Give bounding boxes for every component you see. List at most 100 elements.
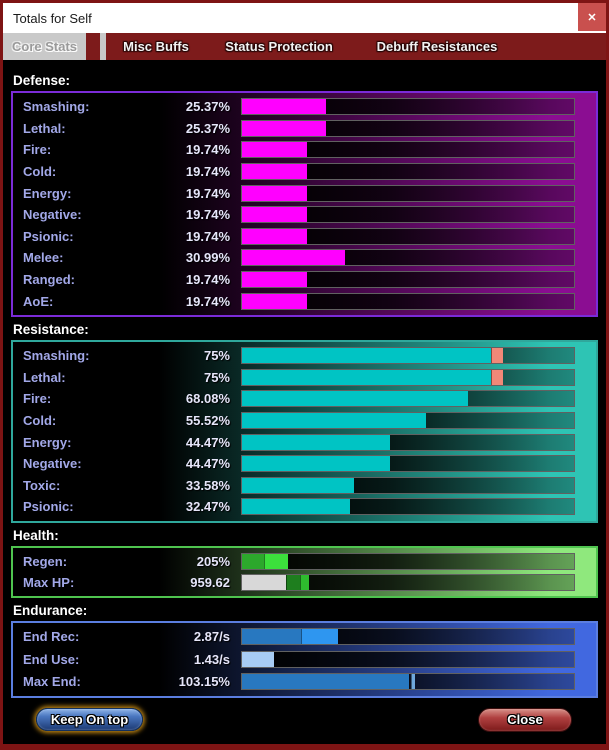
stat-bar-track bbox=[241, 347, 575, 365]
stat-bar-track bbox=[241, 650, 575, 668]
stat-value: 19.74% bbox=[185, 185, 230, 201]
stat-label: Lethal: bbox=[23, 369, 66, 385]
endurance-stat-row: End Rec: 2.87/s bbox=[13, 626, 596, 648]
stat-bar-track bbox=[241, 368, 575, 386]
stat-value: 25.37% bbox=[185, 99, 230, 115]
stat-bar-segment bbox=[242, 553, 264, 569]
defense-stat-row: Negative: 19.74% bbox=[13, 204, 596, 226]
stat-bar-track bbox=[241, 98, 575, 116]
stat-label: Ranged: bbox=[23, 272, 75, 288]
health-stat-row: Max HP: 959.62 bbox=[13, 572, 596, 593]
stat-label: Smashing: bbox=[23, 99, 90, 115]
tab-strip-stub bbox=[86, 33, 100, 60]
tab-debuff-resistances[interactable]: Debuff Resistances bbox=[352, 39, 522, 54]
resistance-stat-row: Energy: 44.47% bbox=[13, 431, 596, 453]
stat-label: Negative: bbox=[23, 207, 82, 223]
health-panel: Regen: 205% Max HP: 959.62 bbox=[11, 545, 598, 598]
stat-value: 2.87/s bbox=[193, 629, 230, 645]
tab-strip-inactive-area: Misc Buffs Status Protection Debuff Resi… bbox=[106, 33, 606, 60]
stat-value: 19.74% bbox=[185, 142, 230, 158]
endurance-section-header: Endurance: bbox=[13, 602, 88, 618]
tab-debuff-resistances-label: Debuff Resistances bbox=[376, 39, 498, 54]
resistance-stat-row: Toxic: 33.58% bbox=[13, 475, 596, 497]
resistance-stat-row: Smashing: 75% bbox=[13, 345, 596, 367]
stat-bar-segment bbox=[242, 499, 350, 515]
stat-bar-segment bbox=[242, 456, 390, 472]
stat-bar-track bbox=[241, 498, 575, 516]
resistance-stat-row: Negative: 44.47% bbox=[13, 453, 596, 475]
stat-bar-segment bbox=[410, 673, 415, 689]
stat-bar-track bbox=[241, 271, 575, 289]
stat-bar-track bbox=[241, 455, 575, 473]
stat-bar-segment bbox=[242, 250, 345, 266]
defense-stat-row: Melee: 30.99% bbox=[13, 247, 596, 269]
stat-label: Psionic: bbox=[23, 228, 74, 244]
stat-bar-segment bbox=[263, 553, 288, 569]
stat-bar-track bbox=[241, 476, 575, 494]
stat-bar-track bbox=[241, 292, 575, 310]
defense-section-header: Defense: bbox=[13, 73, 71, 88]
stat-bar-segment bbox=[242, 348, 491, 364]
resistance-panel: Smashing: 75% Lethal: 75% Fire: 68.08% Cold: 55… bbox=[11, 339, 598, 523]
close-window-button[interactable]: ✕ bbox=[578, 3, 606, 31]
stat-label: Lethal: bbox=[23, 120, 66, 136]
stat-label: Fire: bbox=[23, 391, 52, 407]
defense-stat-row: Lethal: 25.37% bbox=[13, 118, 596, 140]
stat-bar-segment bbox=[242, 413, 427, 429]
stat-value: 75% bbox=[203, 348, 230, 364]
stat-label: AoE: bbox=[23, 293, 54, 309]
stat-label: Smashing: bbox=[23, 348, 90, 364]
keep-on-top-button[interactable]: Keep On top bbox=[36, 708, 143, 732]
stat-bar-segment bbox=[491, 369, 503, 385]
stat-bar-segment bbox=[242, 142, 308, 158]
close-button[interactable]: Close bbox=[478, 707, 572, 732]
stat-bar-segment bbox=[242, 369, 491, 385]
stat-label: Fire: bbox=[23, 142, 52, 158]
stat-bar-segment bbox=[242, 207, 308, 223]
stat-label: Max End: bbox=[23, 673, 81, 689]
stat-label: Energy: bbox=[23, 434, 72, 450]
tab-core-stats-label: Core Stats bbox=[11, 39, 78, 54]
stat-bar-segment bbox=[242, 477, 354, 493]
stat-value: 103.15% bbox=[178, 673, 230, 689]
stat-bar-track bbox=[241, 184, 575, 202]
stat-value: 30.99% bbox=[185, 250, 230, 266]
stat-bar-track bbox=[241, 119, 575, 137]
stat-bar-segment bbox=[242, 391, 469, 407]
defense-stat-row: Ranged: 19.74% bbox=[13, 269, 596, 291]
defense-stat-row: Smashing: 25.37% bbox=[13, 96, 596, 118]
stats-body: Defense: Smashing: 25.37% Lethal: 25.37% Fire… bbox=[3, 60, 606, 744]
stat-bar-segment bbox=[301, 629, 339, 645]
stat-label: Melee: bbox=[23, 250, 64, 266]
tab-status-protection[interactable]: Status Protection bbox=[206, 39, 352, 54]
stat-value: 32.47% bbox=[185, 499, 230, 515]
sections-container: Defense: Smashing: 25.37% Lethal: 25.37% Fire… bbox=[3, 60, 606, 698]
tab-status-protection-label: Status Protection bbox=[225, 39, 333, 54]
stat-bar-segment bbox=[300, 574, 309, 590]
tab-core-stats[interactable]: Core Stats bbox=[3, 33, 86, 60]
stat-bar-track bbox=[241, 206, 575, 224]
title-bar[interactable]: Totals for Self ✕ bbox=[3, 3, 606, 33]
health-stat-row: Regen: 205% bbox=[13, 551, 596, 572]
tab-misc-buffs[interactable]: Misc Buffs bbox=[106, 39, 206, 54]
defense-stat-row: Fire: 19.74% bbox=[13, 139, 596, 161]
stat-bar-segment bbox=[491, 348, 503, 364]
stat-value: 33.58% bbox=[185, 477, 230, 493]
stat-bar-segment bbox=[242, 673, 409, 689]
health-section-header: Health: bbox=[13, 527, 59, 543]
stat-bar-track bbox=[241, 227, 575, 245]
stat-value: 205% bbox=[196, 553, 230, 569]
stat-bar-track bbox=[241, 412, 575, 430]
stat-value: 25.37% bbox=[185, 120, 230, 136]
stat-bar-segment bbox=[242, 120, 327, 136]
stat-label: Toxic: bbox=[23, 477, 61, 493]
stat-bar-track bbox=[241, 433, 575, 451]
stat-label: Psionic: bbox=[23, 499, 74, 515]
stat-label: Cold: bbox=[23, 413, 57, 429]
stat-value: 44.47% bbox=[185, 456, 230, 472]
stat-bar-segment bbox=[242, 99, 327, 115]
tab-misc-buffs-label: Misc Buffs bbox=[123, 39, 189, 54]
stat-value: 959.62 bbox=[190, 574, 230, 590]
stat-bar-segment bbox=[242, 228, 308, 244]
